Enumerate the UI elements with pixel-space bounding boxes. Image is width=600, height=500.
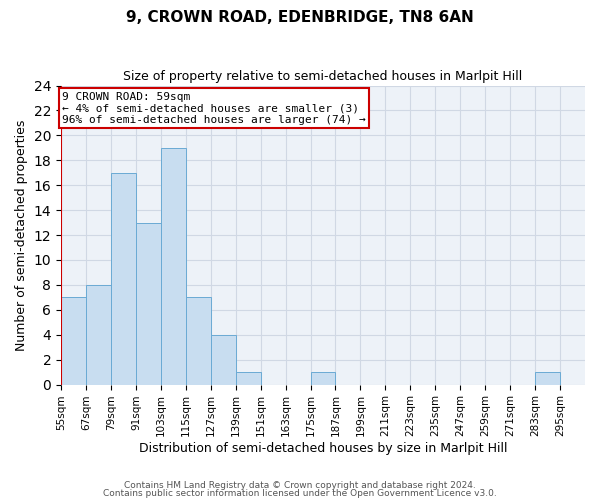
Bar: [311, 372, 335, 384]
Bar: [535, 372, 560, 384]
Title: Size of property relative to semi-detached houses in Marlpit Hill: Size of property relative to semi-detach…: [124, 70, 523, 83]
Text: 9, CROWN ROAD, EDENBRIDGE, TN8 6AN: 9, CROWN ROAD, EDENBRIDGE, TN8 6AN: [126, 10, 474, 25]
Text: 9 CROWN ROAD: 59sqm
← 4% of semi-detached houses are smaller (3)
96% of semi-det: 9 CROWN ROAD: 59sqm ← 4% of semi-detache…: [62, 92, 366, 125]
X-axis label: Distribution of semi-detached houses by size in Marlpit Hill: Distribution of semi-detached houses by …: [139, 442, 507, 455]
Y-axis label: Number of semi-detached properties: Number of semi-detached properties: [15, 120, 28, 351]
Bar: [211, 335, 236, 384]
Bar: [111, 173, 136, 384]
Bar: [161, 148, 186, 384]
Bar: [61, 298, 86, 384]
Bar: [136, 222, 161, 384]
Bar: [86, 285, 111, 384]
Text: Contains public sector information licensed under the Open Government Licence v3: Contains public sector information licen…: [103, 488, 497, 498]
Text: Contains HM Land Registry data © Crown copyright and database right 2024.: Contains HM Land Registry data © Crown c…: [124, 481, 476, 490]
Bar: [186, 298, 211, 384]
Bar: [236, 372, 260, 384]
